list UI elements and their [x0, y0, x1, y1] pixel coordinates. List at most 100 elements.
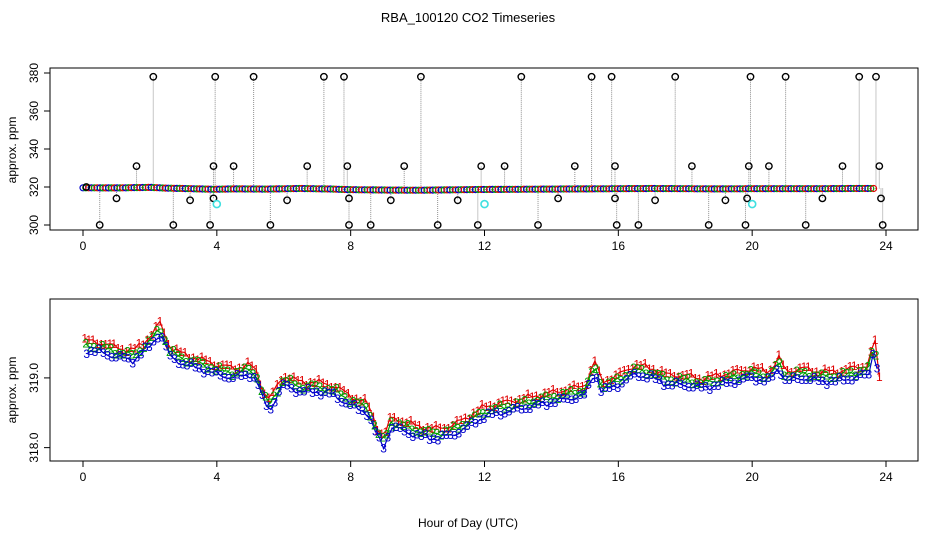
series-marker-1: 1 [495, 396, 502, 410]
series-marker-2: 2 [187, 355, 194, 369]
series-marker-2: 2 [647, 367, 654, 381]
series-marker-1: 1 [94, 337, 101, 351]
series-marker-2: 2 [814, 369, 821, 383]
series-marker-3: 3 [150, 335, 157, 349]
series-marker-2: 2 [367, 410, 374, 424]
outlier-point [746, 72, 755, 81]
series-marker-3: 3 [527, 402, 534, 416]
series-marker-1: 1 [520, 391, 527, 405]
series-marker-1: 1 [127, 341, 134, 355]
series-marker-3: 3 [761, 374, 768, 388]
series-marker-3: 3 [698, 380, 705, 394]
series-marker-2: 2 [639, 363, 646, 377]
series-marker-1: 1 [169, 344, 176, 358]
series-marker-3: 3 [665, 378, 672, 392]
series-marker-1: 1 [638, 358, 645, 372]
outlier-point [149, 72, 158, 81]
outlier-point [704, 221, 713, 229]
series-marker-2: 2 [693, 376, 700, 390]
series-marker-1: 1 [328, 380, 335, 394]
series-marker-1: 1 [516, 393, 523, 407]
series-marker-1: 1 [378, 427, 385, 441]
series-marker-3: 3 [510, 401, 517, 415]
series-marker-1: 1 [796, 361, 803, 375]
series-marker-2: 2 [287, 373, 294, 387]
series-marker-3: 3 [159, 330, 166, 344]
outlier-point [82, 183, 91, 191]
series-marker-1: 1 [424, 420, 431, 434]
series-marker-1: 1 [374, 424, 381, 438]
series-marker-1: 1 [370, 410, 377, 424]
top-trace-lines [82, 76, 884, 225]
series-marker-1: 1 [780, 358, 787, 372]
series-marker-1: 1 [663, 366, 670, 380]
x-tick-label: 24 [879, 470, 893, 484]
series-marker-2: 2 [363, 401, 370, 415]
x-tick-label: 4 [213, 239, 220, 253]
outlier-point [416, 72, 425, 81]
series-marker-1: 1 [387, 410, 394, 424]
series-marker-2: 2 [664, 374, 671, 388]
series-marker-2: 2 [597, 377, 604, 391]
series-marker-3: 3 [368, 413, 375, 427]
series-marker-3: 3 [635, 370, 642, 384]
series-marker-3: 3 [803, 373, 810, 387]
series-marker-1: 1 [725, 367, 732, 381]
series-marker-1: 1 [671, 370, 678, 384]
series-marker-1: 1 [504, 393, 511, 407]
series-marker-3: 3 [539, 395, 546, 409]
series-marker-3: 3 [280, 377, 287, 391]
series-marker-1: 1 [282, 370, 289, 384]
series-marker-1: 1 [822, 362, 829, 376]
series-marker-1: 1 [575, 380, 582, 394]
series-marker-2: 2 [797, 366, 804, 380]
series-marker-2: 2 [756, 367, 763, 381]
series-marker-3: 3 [673, 375, 680, 389]
series-marker-2: 2 [747, 363, 754, 377]
series-marker-2: 2 [388, 415, 395, 429]
series-marker-3: 3 [138, 348, 145, 362]
series-marker-1: 1 [717, 370, 724, 384]
outlier-point [517, 72, 526, 81]
series-marker-2: 2 [442, 424, 449, 438]
series-line-3 [86, 336, 878, 451]
series-marker-3: 3 [460, 422, 467, 436]
cyan-point [212, 199, 222, 209]
series-marker-2: 2 [137, 345, 144, 359]
series-marker-1: 1 [479, 398, 486, 412]
series-marker-2: 2 [321, 384, 328, 398]
chart-title: RBA_100120 CO2 Timeseries [381, 10, 556, 25]
series-marker-1: 1 [562, 384, 569, 398]
series-marker-1: 1 [278, 373, 285, 387]
series-marker-1: 1 [558, 385, 565, 399]
series-marker-2: 2 [279, 375, 286, 389]
series-marker-2: 2 [179, 351, 186, 365]
series-marker-2: 2 [831, 371, 838, 385]
series-marker-3: 3 [318, 389, 325, 403]
series-marker-1: 1 [190, 351, 197, 365]
series-marker-2: 2 [396, 417, 403, 431]
series-marker-2: 2 [291, 378, 298, 392]
series-marker-3: 3 [309, 386, 316, 400]
series-marker-3: 3 [380, 442, 387, 456]
series-marker-2: 2 [166, 345, 173, 359]
series-marker-3: 3 [669, 378, 676, 392]
series-marker-3: 3 [355, 403, 362, 417]
outlier-point [743, 194, 751, 203]
outlier-point [781, 72, 790, 81]
series-marker-2: 2 [413, 425, 420, 439]
series-marker-2: 2 [676, 371, 683, 385]
x-tick-label: 20 [745, 470, 759, 484]
series-marker-2: 2 [806, 371, 813, 385]
series-marker-2: 2 [856, 365, 863, 379]
series-marker-1: 1 [395, 415, 402, 429]
series-marker-2: 2 [626, 369, 633, 383]
series-marker-3: 3 [865, 368, 872, 382]
outlier-point [473, 221, 482, 229]
series-marker-3: 3 [778, 368, 785, 382]
series-marker-3: 3 [322, 385, 329, 399]
outlier-point [878, 221, 887, 229]
series-marker-3: 3 [393, 420, 400, 434]
outlier-point [319, 72, 328, 81]
series-marker-1: 1 [349, 393, 356, 407]
